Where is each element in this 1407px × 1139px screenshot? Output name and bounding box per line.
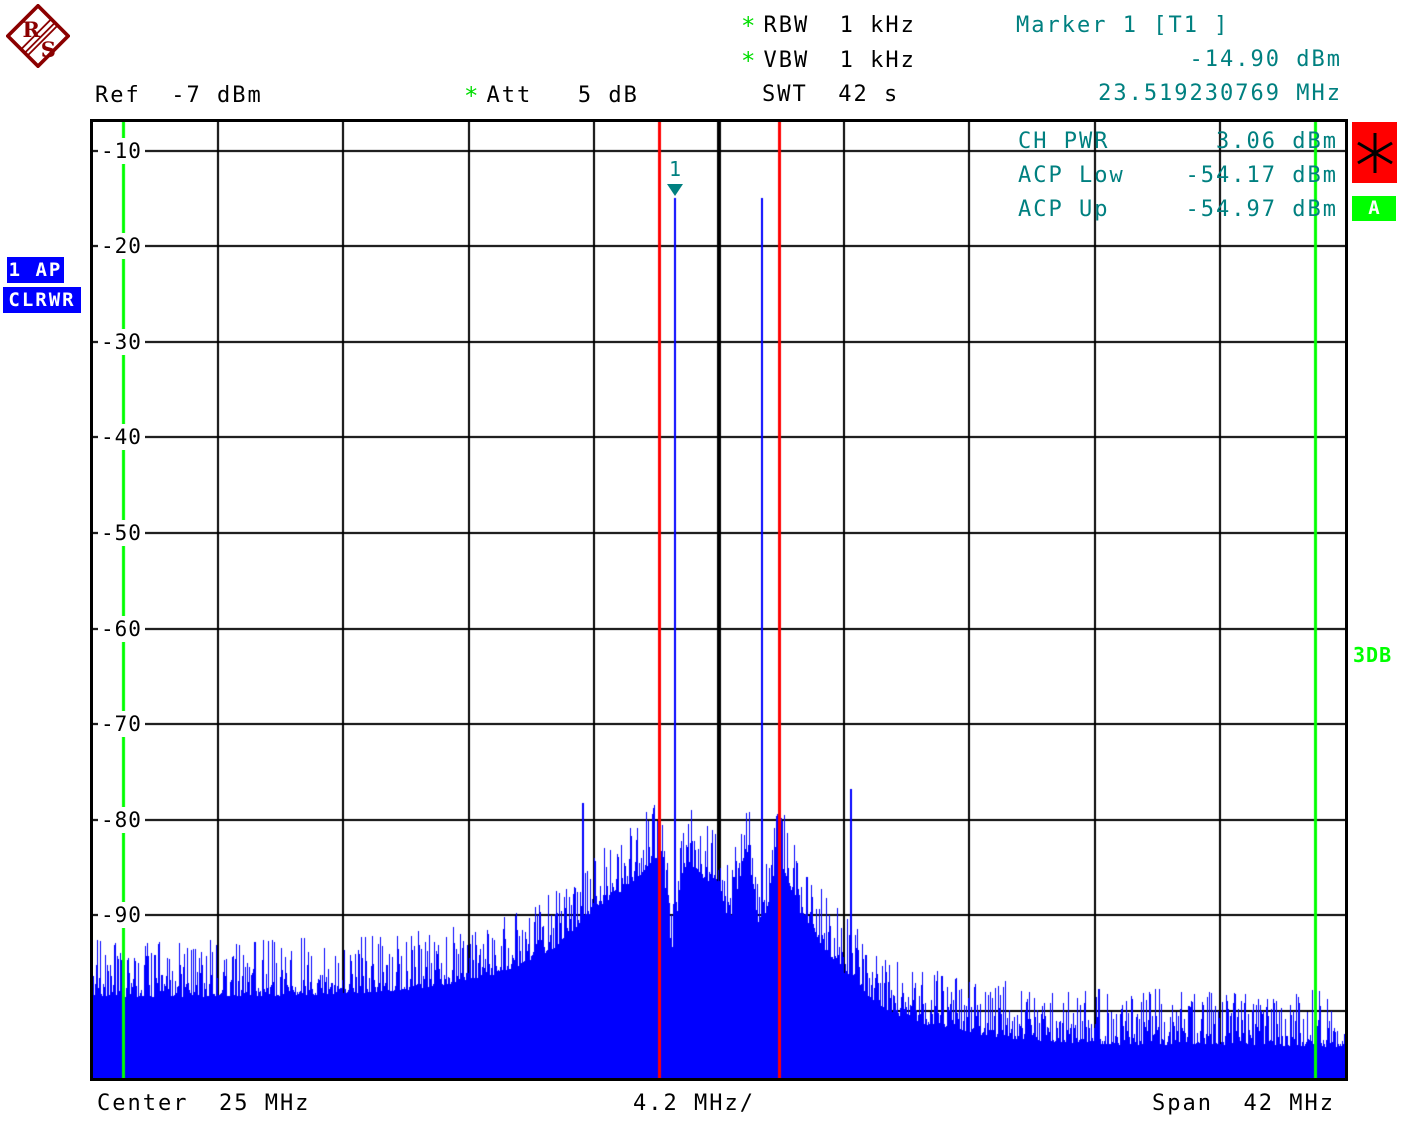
marker-1-label: 1 [669,157,683,181]
trace-indicator-badge: 1 AP [7,257,64,283]
att-readout: * Att 5 dB [464,82,639,110]
ref-level-label: Ref -7 dBm [95,83,263,108]
rbw-coupled-asterisk-icon: * [741,12,756,40]
center-frequency-label: Center 25 MHz [97,1091,311,1116]
marker-title: Marker 1 [T1 ] [1016,13,1230,38]
rbw-readout: * RBW 1 kHz [741,12,916,40]
uncal-indicator [1352,122,1397,183]
rbw-label: RBW 1 kHz [763,13,916,38]
y-axis-label: -50 [98,520,145,546]
spectrum-canvas [93,122,1345,1078]
channel-power-readout: CH PWR 3.06 dBm ACP Low -54.17 dBm ACP U… [1018,130,1338,232]
marker-level: -14.90 dBm [1189,47,1342,72]
marker-1-triangle-icon [667,184,683,196]
marker-frequency: 23.519230769 MHz [1098,81,1342,106]
swt-label: SWT 42 s [762,82,900,107]
scale-per-div-label: 4.2 MHz/ [633,1091,755,1116]
measurement-value: -54.17 dBm [1185,163,1338,188]
y-axis-label: -40 [98,424,145,450]
vbw-coupled-asterisk-icon: * [741,47,756,75]
measurement-value: -54.97 dBm [1185,197,1338,222]
att-coupled-asterisk-icon: * [464,82,479,110]
measurement-row: CH PWR 3.06 dBm [1018,130,1338,154]
y-axis-label: -30 [98,329,145,355]
span-label: Span 42 MHz [1152,1091,1335,1116]
measurement-label: CH PWR [1018,129,1110,154]
y-axis-label: -70 [98,711,145,737]
vbw-readout: * VBW 1 kHz [741,47,916,75]
vbw-label: VBW 1 kHz [763,48,916,73]
trace-mode-badge: CLRWR [3,287,81,313]
rs-logo: R S [5,3,71,72]
svg-text:S: S [41,37,56,62]
measurement-row: ACP Up -54.97 dBm [1018,198,1338,222]
y-axis-label: -10 [98,138,145,164]
y-axis-label: -90 [98,902,145,928]
measurement-label: ACP Low [1018,163,1125,188]
3db-scale-label: 3DB [1353,643,1393,667]
att-label: Att 5 dB [486,83,639,108]
measurement-value: 3.06 dBm [1216,129,1338,154]
y-axis-label: -80 [98,807,145,833]
svg-text:R: R [22,17,40,42]
measurement-row: ACP Low -54.17 dBm [1018,164,1338,188]
screen-a-badge: A [1352,196,1396,221]
asterisk-icon [1356,132,1393,173]
y-axis-label: -60 [98,616,145,642]
marker-readout: Marker 1 [T1 ] -14.90 dBm 23.519230769 M… [1016,14,1342,116]
y-axis-label: -20 [98,233,145,259]
measurement-label: ACP Up [1018,197,1110,222]
spectrum-grid: CH PWR 3.06 dBm ACP Low -54.17 dBm ACP U… [90,119,1348,1081]
